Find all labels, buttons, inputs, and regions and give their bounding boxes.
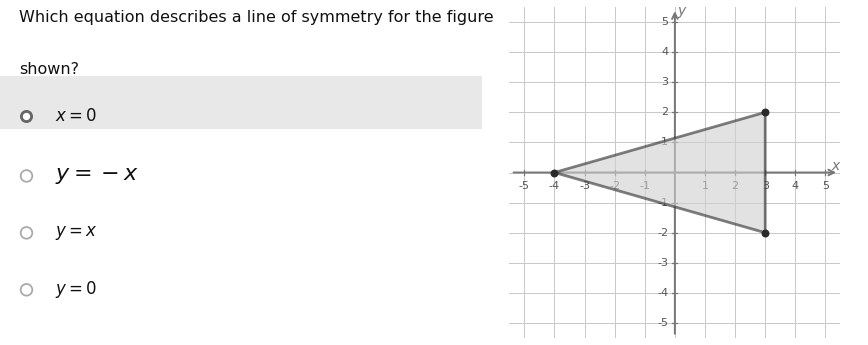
Text: -1: -1 xyxy=(639,181,650,191)
Text: 5: 5 xyxy=(661,17,668,27)
Text: 5: 5 xyxy=(822,181,829,191)
Point xyxy=(759,230,773,236)
Text: -1: -1 xyxy=(657,198,668,208)
Text: 2: 2 xyxy=(661,107,668,117)
Text: -3: -3 xyxy=(579,181,590,191)
Text: $y = x$: $y = x$ xyxy=(56,224,98,242)
Text: shown?: shown? xyxy=(19,62,79,77)
Text: $y = 0$: $y = 0$ xyxy=(56,279,97,300)
Text: $y = -x$: $y = -x$ xyxy=(56,166,139,186)
Point xyxy=(20,173,34,179)
Text: -5: -5 xyxy=(657,318,668,328)
Polygon shape xyxy=(555,112,766,233)
Text: Which equation describes a line of symmetry for the figure: Which equation describes a line of symme… xyxy=(19,10,494,25)
Text: 2: 2 xyxy=(732,181,739,191)
Text: -2: -2 xyxy=(657,228,668,238)
Point xyxy=(20,113,34,118)
Text: 3: 3 xyxy=(661,77,668,87)
Point xyxy=(759,109,773,115)
Text: y: y xyxy=(677,4,686,18)
Text: 4: 4 xyxy=(661,47,668,57)
Text: -5: -5 xyxy=(519,181,529,191)
Text: 1: 1 xyxy=(701,181,708,191)
Point xyxy=(20,113,34,118)
Text: -2: -2 xyxy=(609,181,621,191)
Text: -4: -4 xyxy=(549,181,560,191)
Point xyxy=(548,170,562,175)
Text: -4: -4 xyxy=(657,288,668,298)
Text: 3: 3 xyxy=(762,181,769,191)
Text: x: x xyxy=(832,159,840,173)
Text: 1: 1 xyxy=(661,137,668,147)
FancyBboxPatch shape xyxy=(0,76,482,129)
Text: 4: 4 xyxy=(792,181,799,191)
Text: -3: -3 xyxy=(657,258,668,268)
Point xyxy=(20,230,34,236)
Text: $x = 0$: $x = 0$ xyxy=(56,107,97,125)
Point xyxy=(20,287,34,293)
